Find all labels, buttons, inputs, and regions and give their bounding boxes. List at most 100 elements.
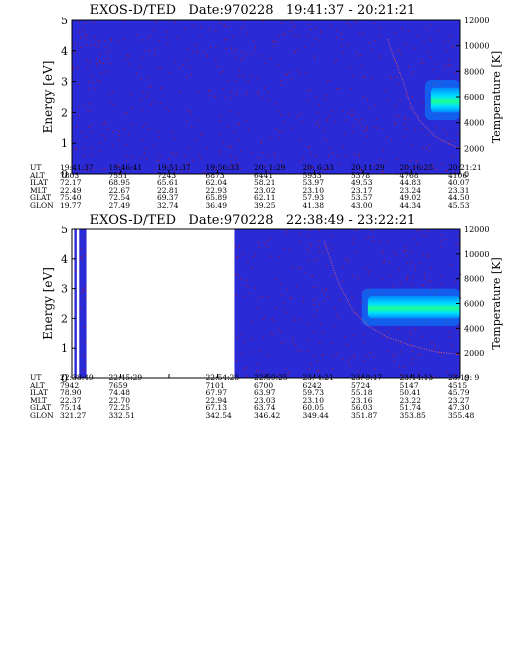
noise-speckle [410, 261, 412, 263]
noise-speckle [238, 69, 240, 71]
noise-speckle [274, 156, 276, 158]
table-cell: 7101 [205, 380, 225, 390]
noise-speckle [404, 116, 406, 118]
noise-speckle [86, 44, 88, 46]
noise-speckle [146, 96, 148, 98]
noise-speckle [194, 140, 196, 142]
noise-speckle [329, 146, 331, 148]
noise-speckle [386, 136, 388, 138]
noise-speckle [397, 83, 399, 86]
noise-speckle [285, 230, 287, 232]
noise-speckle [314, 314, 316, 316]
noise-speckle [437, 78, 439, 80]
noise-speckle [231, 155, 233, 157]
noise-speckle [373, 126, 375, 128]
noise-speckle [359, 33, 361, 35]
noise-speckle [299, 161, 301, 163]
noise-speckle [262, 295, 264, 297]
noise-speckle [282, 302, 284, 304]
table-cell: 74.48 [108, 388, 130, 398]
noise-speckle [125, 160, 127, 162]
table-cell: 4768 [399, 170, 419, 180]
noise-speckle [209, 89, 211, 91]
noise-speckle [340, 32, 343, 34]
noise-speckle [415, 159, 417, 161]
noise-speckle [329, 244, 331, 246]
noise-speckle [393, 353, 396, 355]
noise-speckle [227, 145, 229, 147]
noise-speckle [362, 96, 364, 98]
noise-speckle [252, 255, 254, 257]
noise-speckle [366, 98, 368, 100]
noise-speckle [382, 261, 385, 263]
noise-speckle [313, 55, 315, 57]
noise-speckle [337, 317, 340, 319]
noise-speckle [411, 362, 413, 364]
noise-speckle [418, 354, 420, 356]
table-row-label: ALT [30, 380, 45, 390]
noise-speckle [441, 284, 443, 286]
noise-speckle [97, 46, 99, 48]
noise-speckle [271, 318, 273, 320]
noise-speckle [427, 167, 429, 169]
noise-speckle [77, 67, 79, 69]
noise-speckle [240, 50, 242, 53]
noise-speckle [253, 41, 255, 43]
noise-speckle [446, 169, 448, 172]
noise-speckle [246, 375, 248, 377]
noise-speckle [333, 61, 336, 63]
noise-speckle [112, 145, 114, 147]
noise-speckle [434, 63, 437, 65]
table-cell: 49.53 [351, 178, 373, 188]
table-cell: 63.74 [254, 403, 276, 413]
noise-speckle [409, 159, 411, 161]
table-cell: 20:21:21 [448, 163, 482, 172]
noise-speckle [179, 90, 181, 93]
noise-speckle [290, 297, 292, 299]
noise-speckle [293, 27, 295, 29]
noise-speckle [420, 230, 422, 232]
noise-speckle [278, 137, 280, 139]
table-cell: 22.49 [60, 185, 82, 195]
noise-speckle [379, 34, 381, 36]
noise-speckle [257, 241, 259, 243]
noise-speckle [156, 159, 158, 161]
noise-speckle [404, 249, 407, 251]
noise-speckle [406, 277, 408, 279]
noise-speckle [323, 138, 325, 140]
noise-speckle [108, 92, 110, 95]
noise-speckle [319, 342, 321, 344]
noise-speckle [187, 169, 189, 171]
noise-speckle [245, 120, 247, 122]
noise-speckle [350, 88, 352, 90]
table-row-label: UT [30, 163, 42, 172]
noise-speckle [87, 169, 89, 171]
noise-speckle [320, 322, 322, 325]
noise-speckle [124, 128, 126, 130]
noise-speckle [406, 279, 408, 281]
noise-speckle [305, 72, 307, 74]
noise-speckle [83, 105, 85, 107]
noise-speckle [345, 154, 347, 156]
noise-speckle [195, 44, 197, 46]
noise-speckle [229, 146, 231, 148]
noise-speckle [172, 130, 174, 132]
table-cell: 19.77 [60, 201, 82, 210]
noise-speckle [310, 245, 312, 247]
table-cell: 332.51 [108, 411, 135, 420]
noise-speckle [403, 366, 405, 368]
table-cell: 62.11 [254, 193, 276, 203]
noise-speckle [425, 146, 427, 149]
noise-speckle [293, 320, 295, 322]
noise-speckle [74, 43, 76, 45]
noise-speckle [355, 230, 357, 232]
noise-speckle [313, 331, 315, 333]
noise-speckle [197, 119, 199, 121]
noise-speckle [242, 252, 244, 255]
noise-speckle [278, 328, 280, 331]
noise-speckle [323, 300, 325, 302]
noise-speckle [306, 248, 309, 250]
noise-speckle [234, 131, 236, 133]
noise-speckle [361, 125, 363, 127]
noise-speckle [270, 332, 272, 334]
